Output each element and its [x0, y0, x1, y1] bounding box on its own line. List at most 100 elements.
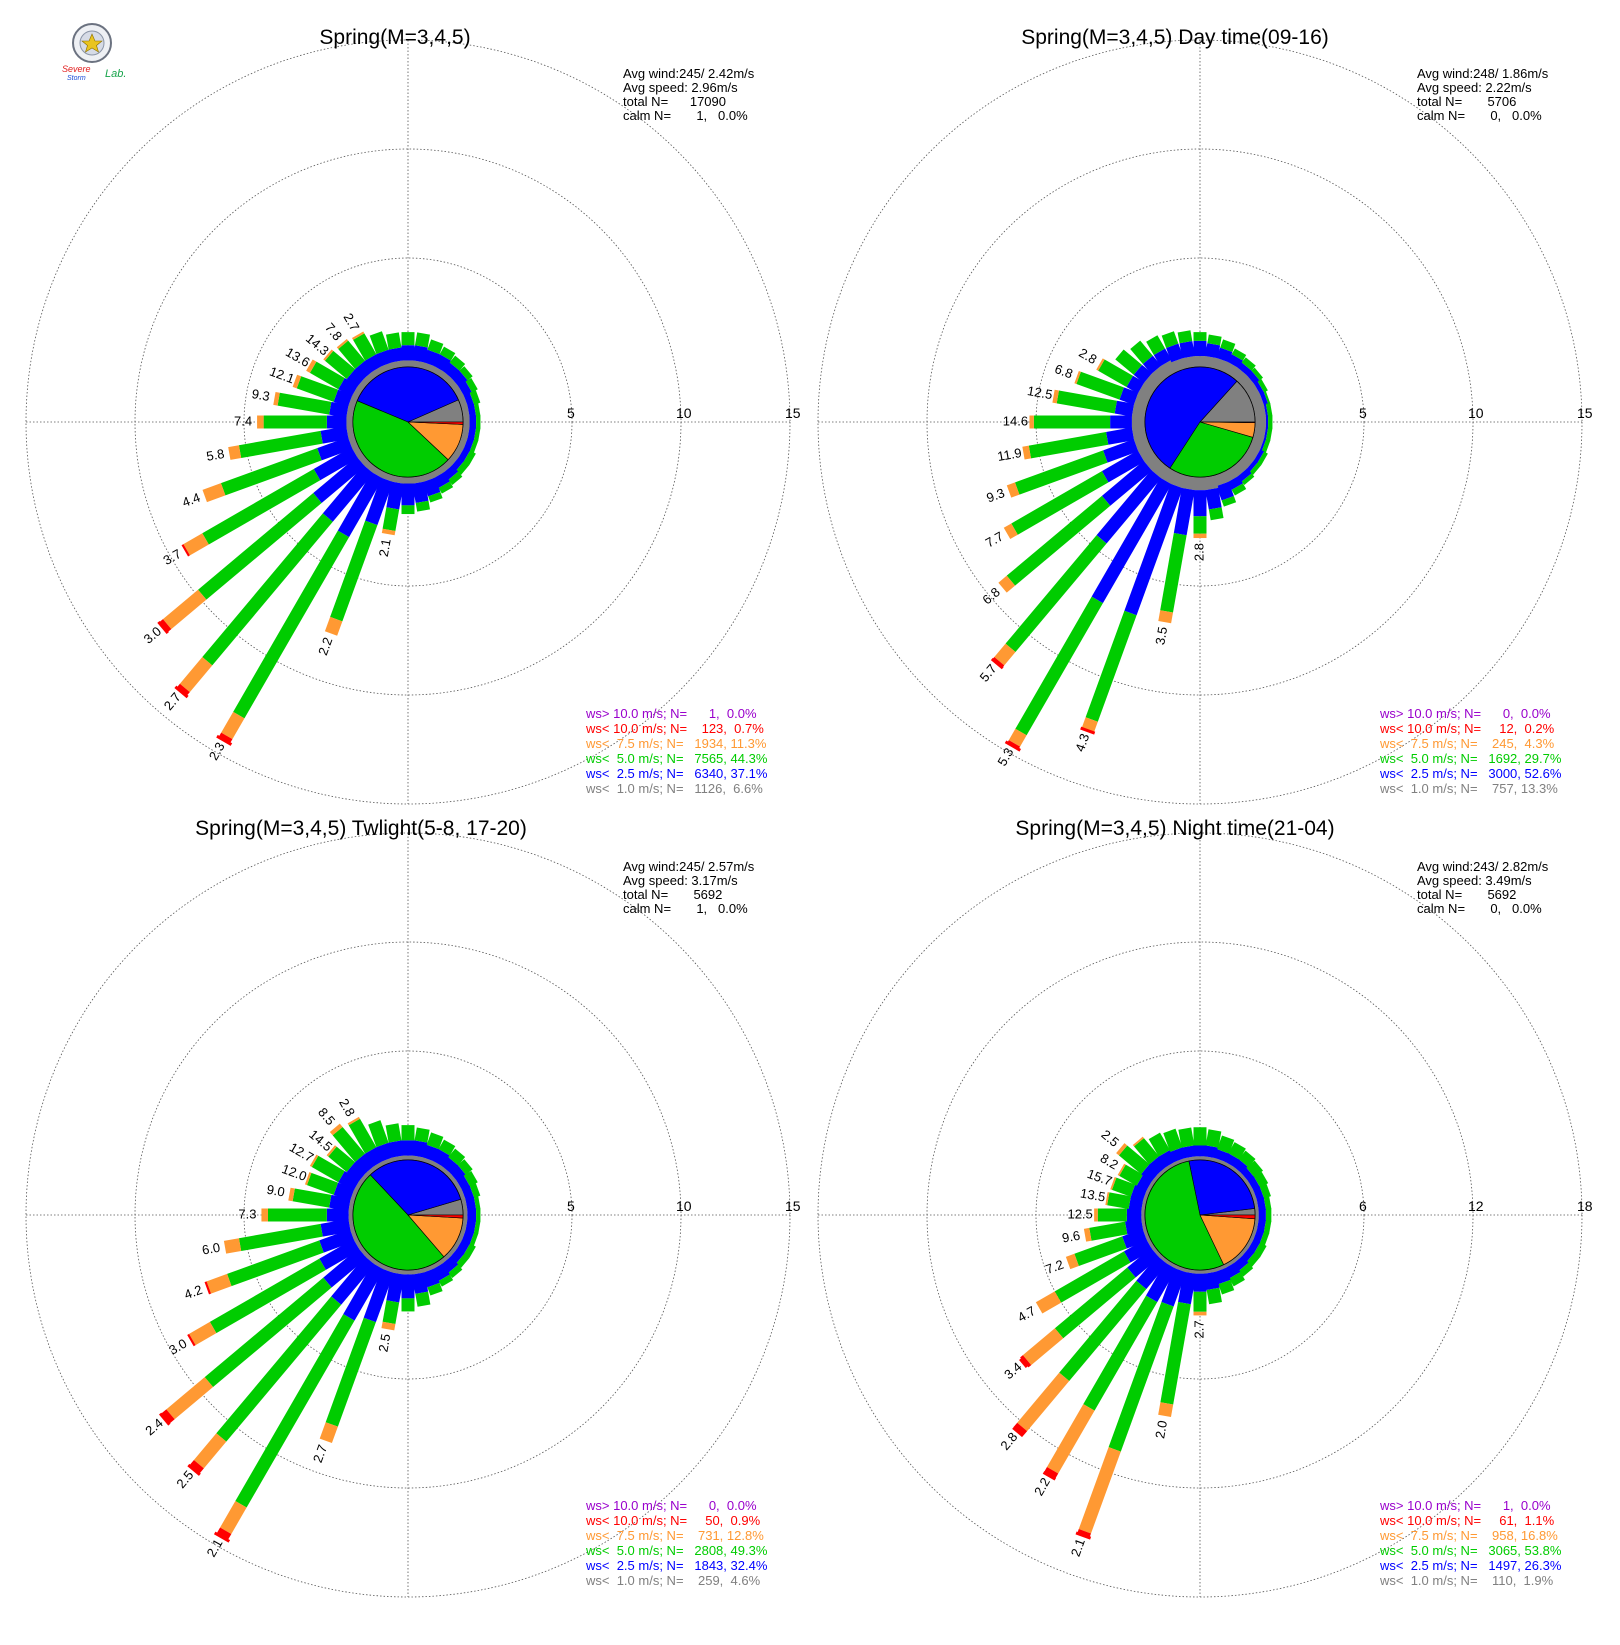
- direction-bar-segment: [472, 445, 476, 446]
- direction-bar-segment: [392, 333, 395, 348]
- direction-bar-segment: [1180, 1160, 1181, 1163]
- direction-bar-segment: [455, 462, 460, 466]
- direction-bar-segment: [1255, 373, 1258, 376]
- direction-bar-segment: [167, 595, 202, 624]
- direction-bar-segment: [450, 1250, 453, 1253]
- direction-bar-segment: [351, 374, 361, 382]
- direction-bar-segment: [1210, 357, 1212, 368]
- direction-bar-segment: [1184, 1273, 1189, 1303]
- direction-label: 2.8: [1076, 345, 1099, 367]
- direction-bar-segment: [434, 494, 436, 500]
- direction-bar-segment: [1223, 484, 1228, 498]
- direction-bar-segment: [1228, 498, 1230, 504]
- direction-bar-segment: [467, 1249, 473, 1252]
- direction-bar-segment: [1108, 1199, 1129, 1203]
- direction-bar-segment: [389, 1301, 393, 1322]
- direction-bar-segment: [355, 450, 361, 453]
- ring-label: 18: [1577, 1198, 1593, 1214]
- direction-label: 7.7: [983, 528, 1006, 550]
- ring-label: 15: [785, 405, 801, 421]
- direction-bar-segment: [1210, 476, 1212, 489]
- direction-bar-segment: [395, 1142, 398, 1157]
- direction-bar-segment: [1247, 477, 1250, 480]
- direction-bar-segment: [1212, 1130, 1215, 1146]
- direction-bar-segment: [397, 476, 398, 482]
- direction-bar-segment: [460, 1195, 464, 1196]
- legend-entry: ws< 7.5 m/s; N= 731, 12.8%: [585, 1528, 764, 1543]
- direction-bar-segment: [422, 1293, 424, 1306]
- direction-bar-segment: [1092, 613, 1131, 720]
- direction-bar-segment: [456, 450, 462, 453]
- direction-bar-segment: [472, 1238, 476, 1239]
- direction-bar-segment: [1145, 1195, 1148, 1196]
- direction-label: 13.6: [283, 344, 312, 370]
- direction-bar-segment: [350, 441, 356, 443]
- direction-bar-segment: [1219, 1160, 1220, 1163]
- direction-bar-segment: [1165, 1403, 1167, 1416]
- stats-line: calm N= 0, 0.0%: [1417, 108, 1542, 123]
- direction-bar-segment: [209, 1280, 229, 1287]
- ring-label: 15: [785, 1198, 801, 1214]
- direction-bar-segment: [462, 1164, 469, 1170]
- direction-bar-segment: [1068, 1260, 1077, 1263]
- direction-bar-segment: [1126, 1225, 1142, 1228]
- direction-bar-segment: [1251, 1244, 1257, 1248]
- direction-bar-segment: [460, 441, 466, 443]
- direction-bar-segment: [1030, 438, 1107, 452]
- direction-bar-segment: [322, 433, 348, 438]
- direction-bar-segment: [187, 539, 206, 550]
- direction-bar-segment: [456, 1185, 460, 1187]
- direction-label: 4.7: [1015, 1303, 1038, 1325]
- legend-entry: ws< 7.5 m/s; N= 958, 16.8%: [1379, 1528, 1558, 1543]
- stats-line: total N= 5692: [1417, 887, 1516, 902]
- legend-entry: ws< 2.5 m/s; N= 6340, 37.1%: [585, 766, 768, 781]
- direction-bar-segment: [1210, 1157, 1211, 1161]
- direction-bar-segment: [462, 1225, 466, 1226]
- severe-storm-lab-logo: Severe Storm Lab.: [52, 22, 142, 84]
- direction-bar-segment: [1220, 1151, 1223, 1160]
- direction-bar-segment: [436, 470, 439, 476]
- direction-bar-segment: [1088, 720, 1092, 730]
- direction-bar-segment: [359, 337, 371, 358]
- direction-label: 3.0: [166, 1336, 189, 1358]
- ring-label: 10: [676, 405, 692, 421]
- direction-bar-segment: [1235, 372, 1242, 380]
- direction-label: 12.7: [287, 1140, 316, 1166]
- direction-label: 2.5: [1099, 1127, 1122, 1150]
- direction-bar-segment: [1252, 1195, 1255, 1196]
- legend-entry: ws< 2.5 m/s; N= 1497, 26.3%: [1379, 1558, 1562, 1573]
- direction-bar-segment: [1023, 452, 1029, 453]
- direction-bar-segment: [464, 1235, 472, 1238]
- direction-bar-segment: [377, 470, 380, 476]
- direction-bar-segment: [368, 464, 372, 469]
- direction-bar-segment: [1130, 381, 1141, 388]
- legend-entry: ws< 2.5 m/s; N= 1843, 32.4%: [585, 1558, 768, 1573]
- direction-bar-segment: [1189, 357, 1191, 368]
- direction-bar-segment: [322, 1225, 350, 1230]
- legend-entry: ws< 10.0 m/s; N= 123, 0.7%: [585, 721, 764, 736]
- ring-label: 10: [1468, 405, 1484, 421]
- direction-bar-segment: [331, 1150, 333, 1151]
- direction-bar-segment: [1228, 470, 1233, 479]
- direction-bar-segment: [1250, 464, 1253, 467]
- direction-bar-segment: [1242, 367, 1246, 372]
- direction-bar-segment: [1237, 352, 1240, 358]
- direction-bar-segment: [427, 1267, 428, 1271]
- direction-bar-segment: [361, 382, 366, 386]
- direction-bar-segment: [360, 365, 368, 375]
- direction-bar-segment: [419, 483, 422, 502]
- direction-bar-segment: [342, 343, 343, 345]
- direction-label: 2.8: [336, 1096, 358, 1119]
- direction-bar-segment: [438, 1152, 445, 1163]
- direction-label: 7.2: [1044, 1257, 1066, 1277]
- direction-bar-segment: [418, 476, 419, 482]
- ring-label: 12: [1468, 1198, 1484, 1214]
- direction-bar-segment: [1100, 364, 1102, 365]
- stats-line: Avg wind:243/ 2.82m/s: [1417, 859, 1549, 874]
- direction-label: 4.4: [180, 490, 202, 510]
- direction-bar-segment: [1135, 345, 1148, 360]
- direction-bar-segment: [347, 411, 353, 412]
- direction-bar-segment: [1136, 441, 1148, 445]
- direction-label: 2.7: [341, 310, 363, 333]
- direction-bar-segment: [1261, 457, 1265, 459]
